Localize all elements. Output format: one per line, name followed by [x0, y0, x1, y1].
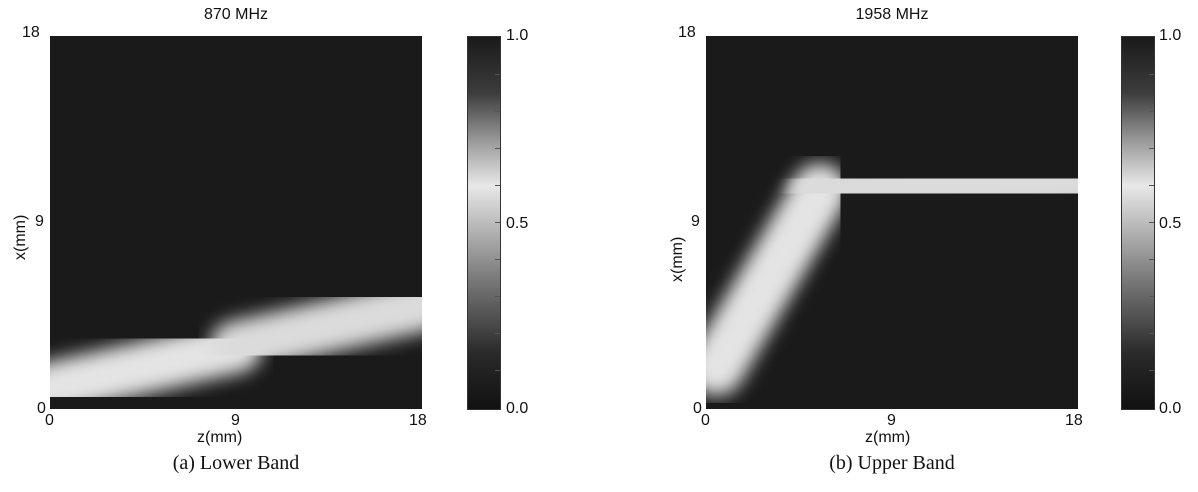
figure-caption: (a) Lower Band — [172, 452, 300, 474]
colorbar-tick-mark — [495, 148, 500, 149]
heatmap-band — [791, 153, 1078, 220]
colorbar-tick-mark — [1149, 370, 1154, 371]
colorbar-tick-mark — [495, 185, 500, 186]
y-tick-label: 9 — [691, 213, 700, 230]
x-tick-label: 18 — [1065, 412, 1083, 429]
colorbar-tick-label: 0.5 — [506, 215, 529, 232]
colorbar-tick-label: 1.0 — [1159, 27, 1182, 44]
colorbar-tick-mark — [1149, 148, 1154, 149]
heatmap-band — [706, 163, 848, 396]
panel-lower-band: 870 MHz 18 9 0 0 9 18 z(mm) x(mm) 1.0 0.… — [12, 6, 529, 474]
x-axis-label: z(mm) — [197, 429, 243, 446]
colorbar-tick-label: 0.0 — [1159, 400, 1182, 417]
heatmap-svg — [706, 153, 1078, 396]
chart-title: 870 MHz — [203, 6, 269, 23]
colorbar-tick-label: 1.0 — [506, 27, 529, 44]
heatmap-svg — [50, 279, 422, 409]
heatmap-plot — [50, 36, 422, 409]
colorbar-tick-mark — [1149, 74, 1154, 75]
y-tick-label: 0 — [37, 400, 46, 417]
y-tick-label: 9 — [35, 213, 44, 230]
y-axis-label: x(mm) — [12, 214, 29, 260]
x-tick-label: 9 — [231, 412, 240, 429]
chart-title: 1958 MHz — [855, 6, 929, 23]
heatmap-band — [50, 320, 262, 409]
panel-upper-band: 1958 MHz 18 9 0 0 9 18 z(mm) x(mm) 1.0 0… — [599, 0, 1198, 492]
colorbar-tick-mark — [495, 222, 500, 223]
x-axis-label: z(mm) — [865, 429, 911, 446]
y-tick-label: 18 — [22, 24, 40, 41]
x-tick-label: 0 — [701, 412, 710, 429]
colorbar-tick-mark — [1149, 111, 1154, 112]
y-tick-label: 18 — [678, 24, 696, 41]
colorbar-tick-mark — [495, 74, 500, 75]
x-tick-label: 0 — [45, 412, 54, 429]
colorbar — [467, 36, 501, 410]
y-axis-label: x(mm) — [669, 236, 686, 282]
x-tick-label: 18 — [409, 412, 427, 429]
colorbar-tick-mark — [1149, 259, 1154, 260]
colorbar-tick-mark — [1149, 296, 1154, 297]
colorbar — [1121, 36, 1155, 410]
colorbar-tick-mark — [1149, 222, 1154, 223]
colorbar-tick-mark — [495, 333, 500, 334]
colorbar-tick-label: 0.0 — [506, 400, 529, 417]
heatmap-plot — [706, 36, 1078, 409]
heatmap-band — [210, 279, 422, 373]
x-tick-label: 9 — [887, 412, 896, 429]
colorbar-tick-mark — [495, 370, 500, 371]
colorbar-tick-mark — [495, 111, 500, 112]
colorbar-tick-label: 0.5 — [1159, 215, 1182, 232]
colorbar-tick-mark — [495, 259, 500, 260]
colorbar-tick-mark — [1149, 333, 1154, 334]
y-tick-label: 0 — [693, 400, 702, 417]
figure-caption: (b) Upper Band — [829, 452, 955, 474]
colorbar-tick-mark — [1149, 185, 1154, 186]
colorbar-tick-mark — [495, 296, 500, 297]
